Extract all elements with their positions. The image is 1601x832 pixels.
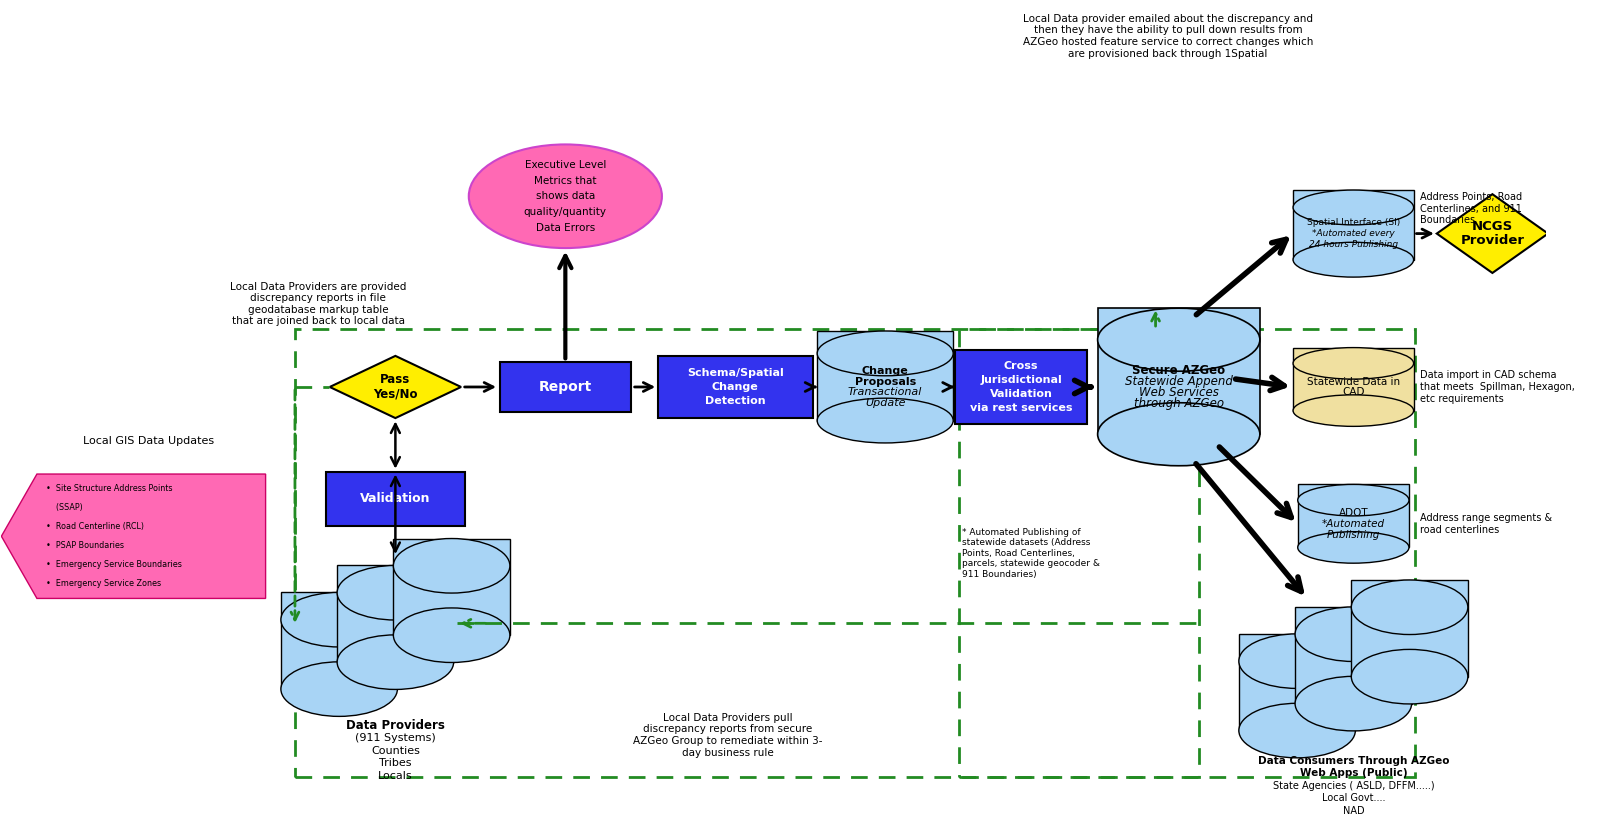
Text: NAD: NAD	[1343, 805, 1364, 815]
Text: CAD: CAD	[1342, 388, 1364, 398]
Ellipse shape	[1295, 607, 1412, 661]
Ellipse shape	[1295, 676, 1412, 730]
Text: (911 Systems): (911 Systems)	[355, 733, 435, 743]
Text: Address range segments &
road centerlines: Address range segments & road centerline…	[1420, 513, 1551, 535]
Text: Change: Change	[712, 382, 759, 392]
Text: Provider: Provider	[1460, 234, 1524, 247]
Text: Update: Update	[865, 399, 906, 409]
FancyBboxPatch shape	[658, 356, 813, 418]
Text: Data Consumers Through AZGeo: Data Consumers Through AZGeo	[1258, 756, 1449, 766]
Text: Proposals: Proposals	[855, 377, 916, 387]
Text: Statewide Append: Statewide Append	[1126, 375, 1233, 388]
FancyBboxPatch shape	[1298, 484, 1409, 547]
Text: Local GIS Data Updates: Local GIS Data Updates	[83, 436, 215, 446]
Text: shows data: shows data	[536, 191, 596, 201]
Text: * Automated Publishing of
statewide datasets (Address
Points, Road Centerlines,
: * Automated Publishing of statewide data…	[962, 528, 1100, 578]
Text: (SSAP): (SSAP)	[46, 503, 83, 512]
Ellipse shape	[1098, 403, 1260, 466]
Text: Executive Level: Executive Level	[525, 160, 607, 170]
FancyBboxPatch shape	[1294, 190, 1414, 260]
Ellipse shape	[1239, 703, 1356, 758]
Text: Address Points, Road
Centerlines, and 911
Boundaries: Address Points, Road Centerlines, and 91…	[1420, 192, 1523, 225]
Polygon shape	[330, 356, 461, 418]
Ellipse shape	[394, 538, 509, 593]
Text: Locals: Locals	[378, 771, 413, 781]
Text: Jurisdictional: Jurisdictional	[980, 375, 1061, 385]
FancyBboxPatch shape	[1351, 580, 1468, 676]
Text: Web Services: Web Services	[1138, 386, 1218, 399]
FancyBboxPatch shape	[327, 472, 464, 526]
Ellipse shape	[1351, 580, 1468, 635]
Text: via rest services: via rest services	[970, 404, 1073, 414]
Text: Local Data provider emailed about the discrepancy and
then they have the ability: Local Data provider emailed about the di…	[1023, 14, 1313, 58]
Text: 24 hours Publishing: 24 hours Publishing	[1308, 240, 1398, 249]
FancyBboxPatch shape	[956, 349, 1087, 424]
Ellipse shape	[338, 566, 453, 620]
Text: Publishing: Publishing	[1327, 530, 1380, 540]
Text: Change: Change	[861, 366, 908, 376]
Ellipse shape	[469, 145, 661, 248]
Text: Statewide Data in: Statewide Data in	[1306, 377, 1399, 387]
Ellipse shape	[1298, 484, 1409, 516]
Text: Metrics that: Metrics that	[535, 176, 597, 186]
Text: *Automated every: *Automated every	[1311, 229, 1394, 238]
Text: Secure AZGeo: Secure AZGeo	[1132, 364, 1225, 377]
Text: Cross: Cross	[1004, 361, 1039, 371]
FancyBboxPatch shape	[1294, 348, 1414, 411]
Text: quality/quantity: quality/quantity	[524, 207, 607, 217]
Text: Spatial Interface (SI): Spatial Interface (SI)	[1306, 218, 1399, 227]
Ellipse shape	[280, 592, 397, 647]
Text: Schema/Spatial: Schema/Spatial	[687, 368, 783, 378]
Text: •  Road Centerline (RCL): • Road Centerline (RCL)	[46, 522, 144, 531]
Ellipse shape	[1294, 242, 1414, 277]
Text: Counties: Counties	[371, 746, 419, 756]
Ellipse shape	[1239, 634, 1356, 688]
Text: Detection: Detection	[704, 396, 765, 406]
FancyBboxPatch shape	[817, 331, 953, 420]
Ellipse shape	[1294, 395, 1414, 426]
Text: through AZGeo: through AZGeo	[1134, 397, 1223, 409]
Text: Validation: Validation	[360, 493, 431, 505]
Text: NCGS: NCGS	[1471, 220, 1513, 233]
Text: Data Errors: Data Errors	[536, 223, 596, 233]
Text: Local Data Providers are provided
discrepancy reports in file
geodatabase markup: Local Data Providers are provided discre…	[231, 282, 407, 326]
Ellipse shape	[280, 661, 397, 716]
Polygon shape	[1436, 194, 1548, 273]
Text: Local Govt....: Local Govt....	[1321, 793, 1385, 804]
Text: State Agencies ( ASLD, DFFM.....): State Agencies ( ASLD, DFFM.....)	[1273, 781, 1434, 791]
FancyBboxPatch shape	[394, 538, 509, 635]
Text: Data Providers: Data Providers	[346, 719, 445, 731]
FancyBboxPatch shape	[1239, 634, 1356, 730]
Ellipse shape	[1294, 190, 1414, 225]
Text: •  Site Structure Address Points: • Site Structure Address Points	[46, 483, 173, 493]
Text: Transactional: Transactional	[849, 388, 922, 398]
Text: Pass: Pass	[381, 374, 410, 386]
Ellipse shape	[1098, 308, 1260, 371]
FancyBboxPatch shape	[280, 592, 397, 689]
Text: *Automated: *Automated	[1322, 519, 1385, 529]
Text: ADOT: ADOT	[1338, 508, 1369, 518]
Text: Data import in CAD schema
that meets  Spillman, Hexagon,
etc requirements: Data import in CAD schema that meets Spi…	[1420, 370, 1575, 404]
Ellipse shape	[1294, 348, 1414, 379]
Ellipse shape	[394, 608, 509, 662]
FancyBboxPatch shape	[1295, 607, 1412, 704]
Text: Validation: Validation	[989, 389, 1052, 399]
FancyBboxPatch shape	[338, 566, 453, 662]
Text: Web Apps (Public): Web Apps (Public)	[1300, 769, 1407, 779]
Ellipse shape	[1351, 650, 1468, 704]
Text: •  Emergency Service Zones: • Emergency Service Zones	[46, 579, 162, 588]
Text: Local Data Providers pull
discrepancy reports from secure
AZGeo Group to remedia: Local Data Providers pull discrepancy re…	[632, 713, 823, 758]
Ellipse shape	[338, 635, 453, 690]
Ellipse shape	[1298, 532, 1409, 563]
Text: Yes/No: Yes/No	[373, 388, 418, 400]
Text: Tribes: Tribes	[379, 759, 411, 769]
Text: •  Emergency Service Boundaries: • Emergency Service Boundaries	[46, 560, 183, 569]
Text: Report: Report	[538, 380, 592, 394]
Polygon shape	[2, 474, 266, 598]
Ellipse shape	[817, 331, 953, 376]
Text: •  PSAP Boundaries: • PSAP Boundaries	[46, 541, 125, 550]
Ellipse shape	[817, 399, 953, 443]
FancyBboxPatch shape	[1098, 308, 1260, 434]
FancyBboxPatch shape	[500, 362, 631, 412]
